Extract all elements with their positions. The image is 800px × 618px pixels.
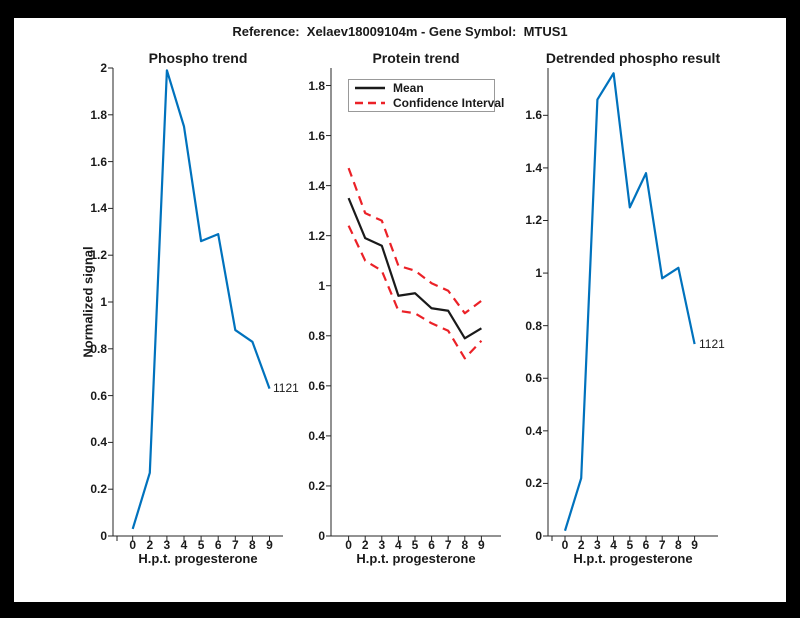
plot3-x-tick-label: 5 [626,538,634,552]
plot2-xlabel: H.p.t. progesterone [356,551,476,566]
plot2-x-tick-label: 8 [461,538,469,552]
plot3-y-tick-label: 0.8 [525,318,542,333]
plot1-xlabel: H.p.t. progesterone [138,551,258,566]
plot1-x-tick-label: 0 [129,538,137,552]
plot2-y-tick-label: 1 [318,278,325,293]
plot3-x-tick-label: 7 [658,538,666,552]
plot1-y-tick-label: 0.6 [90,388,107,403]
plot3-y-tick-label: 0.4 [525,423,542,438]
ci-line-sample-icon [355,102,385,105]
plot2-x-tick-label: 5 [411,538,419,552]
plot1-y-tick-label: 1.2 [90,248,107,263]
legend-row-mean: Mean [355,80,494,96]
plot2-x-tick-label: 2 [361,538,369,552]
plot3-x-tick-label: 2 [577,538,585,552]
figure-title: Reference: Xelaev18009104m - Gene Symbol… [232,24,568,39]
mean-line-sample-icon [355,86,385,89]
plot3-endpoint-label-1121: 1121 [699,337,725,351]
legend-label-ci: Confidence Interval [393,96,505,111]
plot1-y-tick-label: 0 [100,529,107,543]
plot1-y-tick-label: 0.4 [90,435,107,450]
plot2-x-tick-label: 0 [345,538,352,552]
plot2-y-tick-label: 1.2 [308,228,325,243]
plot3-y-tick-label: 0.6 [525,371,542,386]
plot2-x-tick-label: 9 [478,538,485,552]
plot2-y-tick-label: 1.8 [308,78,325,93]
plot2-y-tick-label: 1.4 [308,178,325,193]
plot1-y-tick-label: 1.6 [90,154,107,169]
plot1-x-tick-label: 7 [231,538,239,552]
plot1-y-tick-label: 1 [100,295,107,309]
legend-row-ci: Confidence Interval [355,96,504,112]
plot3-x-tick-label: 9 [691,538,698,552]
plot2-x-tick-label: 6 [428,538,435,552]
plot3-y-tick-label: 0 [535,529,542,543]
plot2-title: Protein trend [372,50,460,66]
legend-label-mean: Mean [393,80,424,95]
plot3-y-tick-label: 1 [535,266,542,281]
plot3-xlabel: H.p.t. progesterone [573,551,693,566]
plot1-x-tick-label: 8 [249,538,256,552]
plot2-ci-lower-line [347,225,483,360]
plot2-x-tick-label: 3 [378,538,386,552]
plot1-y-tick-label: 1.4 [90,201,107,216]
plot3-y-tick-label: 0.2 [525,476,542,491]
plot1-y-tick-label: 0.2 [90,482,107,497]
plot3-x-tick-label: 4 [610,538,617,552]
plot2-y-tick-label: 1.6 [308,128,325,143]
plot2-mean-line [347,197,482,340]
plot2-x-tick-label: 7 [444,538,452,552]
plot1-x-tick-label: 3 [163,538,171,552]
plot2-y-tick-label: 0 [318,529,325,543]
plot1-x-tick-label: 4 [180,538,188,552]
plot3-x-tick-label: 8 [675,538,682,552]
plot1-x-tick-label: 2 [146,538,154,552]
legend: Mean Confidence Interval [348,79,504,112]
plot3-signal-line [563,72,696,532]
plot1-x-tick-label: 6 [214,538,222,552]
plot2-y-tick-label: 0.2 [308,478,325,493]
plot1-x-tick-label: 9 [266,538,273,552]
plot1-x-tick-label: 5 [197,538,205,552]
plot1-y-tick-label: 2 [100,61,107,75]
plot1-title: Phospho trend [148,50,248,66]
plot1-y-tick-label: 0.8 [90,341,107,356]
plot1-signal-line [131,69,271,530]
plot3-y-tick-label: 1.6 [525,108,542,123]
plot2-x-tick-label: 4 [395,538,402,552]
plot3-x-tick-label: 3 [594,538,601,552]
plot2-y-tick-label: 0.8 [308,328,325,343]
plot3-x-tick-label: 6 [642,538,650,552]
plot2-y-tick-label: 0.4 [308,428,325,443]
plot3-x-tick-label: 0 [561,538,569,552]
plot2-y-tick-label: 0.6 [308,378,325,393]
plot3-y-tick-label: 1.4 [525,160,542,175]
plot1-y-tick-label: 1.8 [90,107,107,122]
plot1-endpoint-label-1121: 1121 [273,381,299,395]
figure-canvas [14,18,786,602]
plot3-y-tick-label: 1.2 [525,213,542,228]
plot3-title: Detrended phospho result [545,50,721,66]
